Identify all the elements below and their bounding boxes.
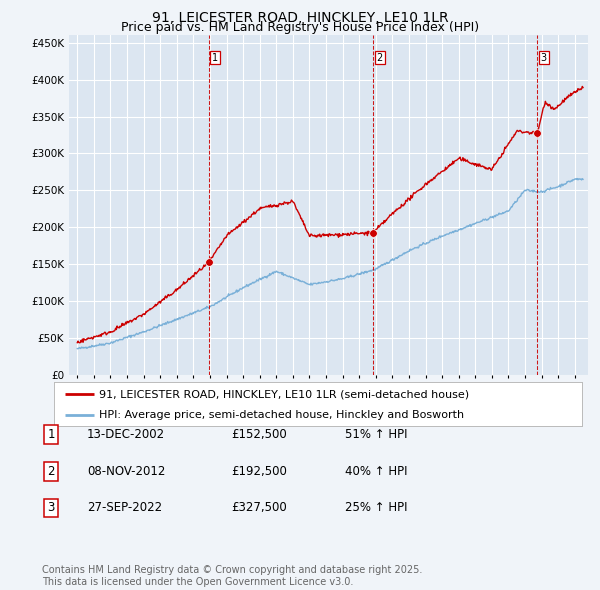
Text: HPI: Average price, semi-detached house, Hinckley and Bosworth: HPI: Average price, semi-detached house,… — [99, 410, 464, 420]
Text: 1: 1 — [212, 53, 218, 63]
Text: 3: 3 — [47, 502, 55, 514]
Text: 13-DEC-2002: 13-DEC-2002 — [87, 428, 165, 441]
Text: 2: 2 — [377, 53, 383, 63]
Text: Contains HM Land Registry data © Crown copyright and database right 2025.
This d: Contains HM Land Registry data © Crown c… — [42, 565, 422, 587]
Text: 2: 2 — [47, 465, 55, 478]
Text: £327,500: £327,500 — [231, 502, 287, 514]
Text: 91, LEICESTER ROAD, HINCKLEY, LE10 1LR (semi-detached house): 91, LEICESTER ROAD, HINCKLEY, LE10 1LR (… — [99, 389, 469, 399]
Text: 40% ↑ HPI: 40% ↑ HPI — [345, 465, 407, 478]
Text: £152,500: £152,500 — [231, 428, 287, 441]
Text: 08-NOV-2012: 08-NOV-2012 — [87, 465, 166, 478]
Text: £192,500: £192,500 — [231, 465, 287, 478]
Text: 27-SEP-2022: 27-SEP-2022 — [87, 502, 162, 514]
Text: Price paid vs. HM Land Registry's House Price Index (HPI): Price paid vs. HM Land Registry's House … — [121, 21, 479, 34]
Text: 25% ↑ HPI: 25% ↑ HPI — [345, 502, 407, 514]
Text: 1: 1 — [47, 428, 55, 441]
Text: 3: 3 — [541, 53, 547, 63]
Text: 51% ↑ HPI: 51% ↑ HPI — [345, 428, 407, 441]
Text: 91, LEICESTER ROAD, HINCKLEY, LE10 1LR: 91, LEICESTER ROAD, HINCKLEY, LE10 1LR — [152, 11, 448, 25]
